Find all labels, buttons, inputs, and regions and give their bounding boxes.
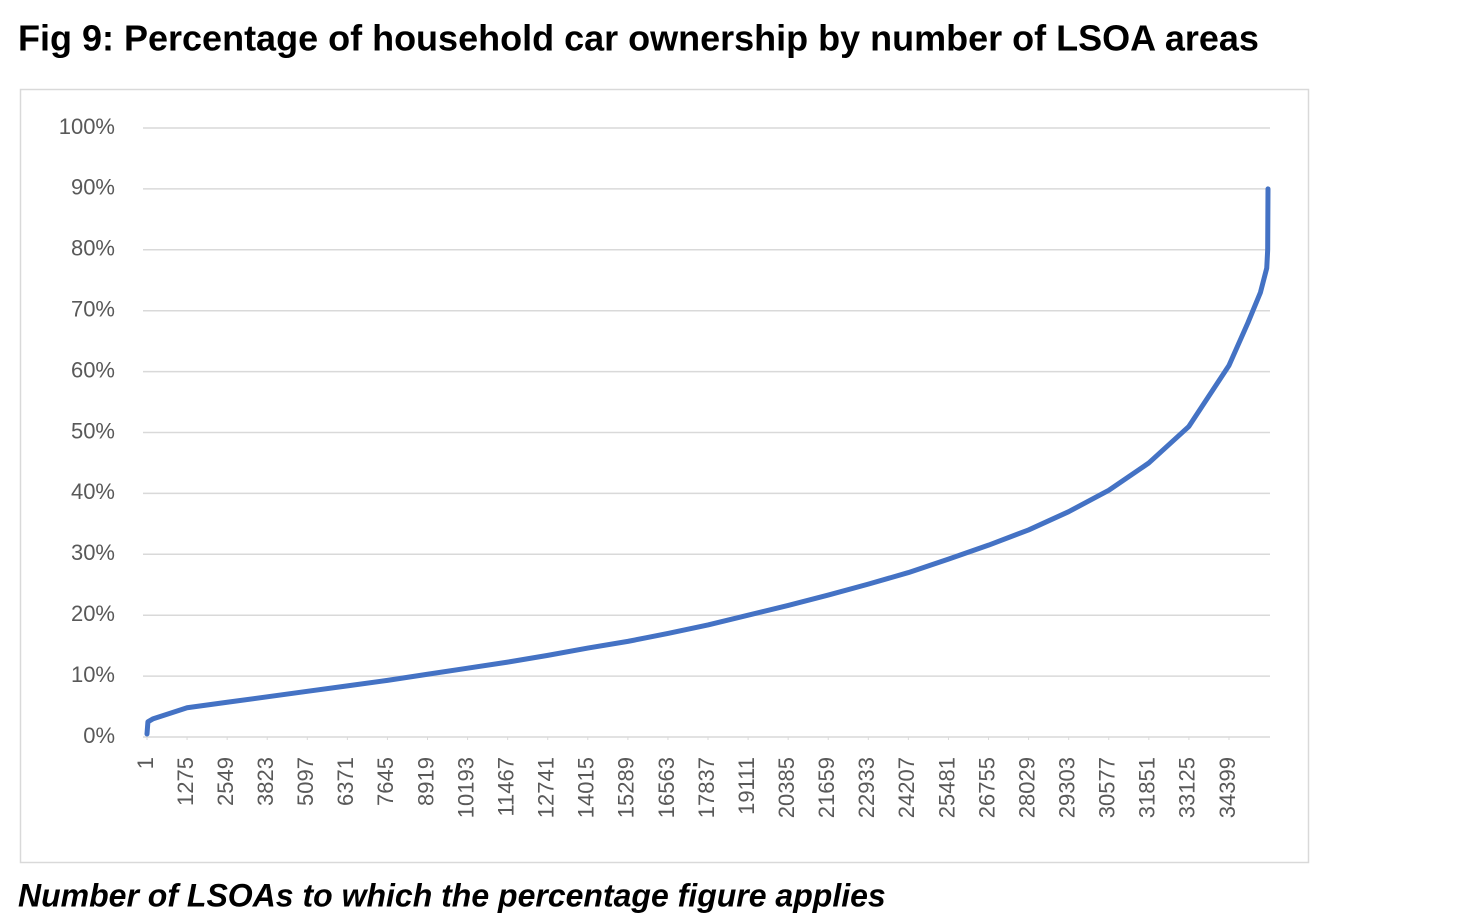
plot-frame (19, 88, 1310, 864)
y-tick-label: 50% (71, 418, 115, 443)
x-tick-label: 1275 (173, 757, 198, 806)
y-tick-label: 30% (71, 540, 115, 565)
y-tick-label: 10% (71, 662, 115, 687)
x-tick-label: 11467 (493, 757, 518, 817)
y-tick-label: 100% (59, 114, 115, 139)
x-tick-label: 22933 (854, 757, 879, 818)
y-tick-label: 80% (71, 236, 115, 261)
y-tick-label: 20% (71, 601, 115, 626)
y-tick-label: 90% (71, 175, 115, 200)
x-tick-label: 12741 (534, 757, 559, 818)
x-tick-label: 10193 (453, 757, 478, 818)
y-tick-label: 60% (71, 357, 115, 382)
x-tick-label: 3823 (253, 757, 278, 806)
x-tick-label: 16563 (654, 757, 679, 818)
x-axis-title: Number of LSOAs to which the percentage … (18, 877, 886, 913)
x-tick-label: 5097 (293, 757, 318, 806)
x-tick-label: 7645 (373, 757, 398, 806)
x-tick-label: 34399 (1215, 757, 1240, 818)
data-line (144, 186, 1271, 737)
x-tick-label: 29303 (1054, 757, 1079, 818)
x-tick-label: 15289 (614, 757, 639, 818)
x-tick-label: 2549 (213, 757, 238, 806)
x-tick-label: 19111 (734, 757, 759, 815)
x-tick-label: 31851 (1135, 757, 1160, 818)
y-tick-label: 40% (71, 479, 115, 504)
x-tick-label: 26755 (974, 757, 999, 818)
x-tick-label: 6371 (333, 757, 358, 806)
x-tick-label: 24207 (894, 757, 919, 818)
x-tick-label: 17837 (694, 757, 719, 818)
y-tick-label: 70% (71, 297, 115, 322)
x-tick-label: 28029 (1014, 757, 1039, 818)
y-tick-label: 0% (83, 723, 115, 748)
x-tick-label: 20385 (774, 757, 799, 818)
x-tick-label: 21659 (814, 757, 839, 818)
x-tick-label: 33125 (1175, 757, 1200, 818)
chart-title: Fig 9: Percentage of household car owner… (18, 18, 1259, 59)
x-tick-label: 8919 (413, 757, 438, 806)
x-tick-label: 25481 (934, 757, 959, 818)
x-tick-label: 30577 (1095, 757, 1120, 818)
x-tick-label: 1 (133, 757, 158, 769)
x-tick-label: 14015 (574, 757, 599, 818)
